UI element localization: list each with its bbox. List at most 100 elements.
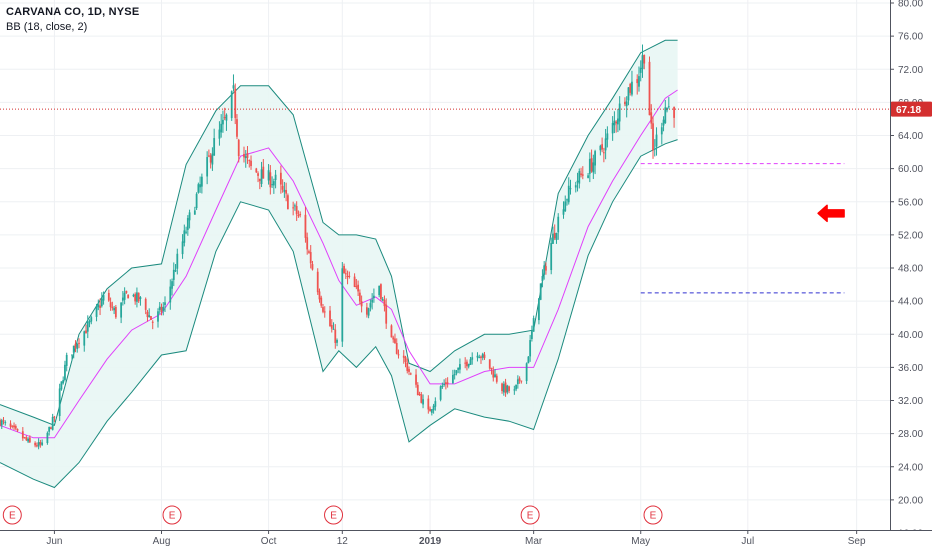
candle[interactable] xyxy=(604,128,607,160)
candle[interactable] xyxy=(272,178,275,194)
candle[interactable] xyxy=(207,149,210,158)
candle[interactable] xyxy=(83,330,86,352)
candle[interactable] xyxy=(262,159,265,179)
candle[interactable] xyxy=(427,395,430,414)
candle[interactable] xyxy=(220,114,223,138)
candle[interactable] xyxy=(532,315,535,332)
candle[interactable] xyxy=(624,97,626,107)
candle[interactable] xyxy=(408,366,410,376)
candle[interactable] xyxy=(495,373,498,384)
candle[interactable] xyxy=(566,198,568,206)
candle[interactable] xyxy=(243,146,245,163)
candle[interactable] xyxy=(50,426,52,430)
candle[interactable] xyxy=(51,413,54,431)
candle[interactable] xyxy=(151,320,154,330)
candle[interactable] xyxy=(169,279,172,310)
candle[interactable] xyxy=(617,109,619,133)
candle[interactable] xyxy=(316,268,319,295)
candle[interactable] xyxy=(539,283,542,301)
candle[interactable] xyxy=(132,293,135,298)
candle[interactable] xyxy=(357,280,360,296)
candle[interactable] xyxy=(383,295,386,312)
candle[interactable] xyxy=(185,226,187,235)
candle[interactable] xyxy=(648,56,651,116)
candle[interactable] xyxy=(627,87,630,106)
candle[interactable] xyxy=(86,315,89,339)
candle[interactable] xyxy=(443,379,446,387)
candle[interactable] xyxy=(385,298,388,329)
candle[interactable] xyxy=(422,394,424,409)
candle[interactable] xyxy=(444,378,447,390)
candle[interactable] xyxy=(369,299,372,312)
candle[interactable] xyxy=(309,245,312,269)
candle[interactable] xyxy=(27,437,29,444)
candle[interactable] xyxy=(490,367,493,375)
candle[interactable] xyxy=(581,166,584,180)
candle[interactable] xyxy=(197,182,200,194)
candle[interactable] xyxy=(222,110,224,133)
candle[interactable] xyxy=(171,278,173,296)
candle[interactable] xyxy=(587,173,589,179)
candle[interactable] xyxy=(85,324,87,334)
candle[interactable] xyxy=(373,288,375,303)
candle[interactable] xyxy=(150,316,152,320)
candle[interactable] xyxy=(415,369,417,388)
candle[interactable] xyxy=(420,392,423,404)
candle[interactable] xyxy=(136,287,138,308)
candle[interactable] xyxy=(158,301,161,314)
candle[interactable] xyxy=(114,304,117,319)
candle[interactable] xyxy=(529,334,532,362)
candle[interactable] xyxy=(432,403,435,414)
candle[interactable] xyxy=(541,269,544,288)
candle[interactable] xyxy=(71,354,73,361)
candle[interactable] xyxy=(409,372,412,376)
candle[interactable] xyxy=(144,297,147,315)
candle[interactable] xyxy=(588,152,591,183)
candle[interactable] xyxy=(641,44,644,78)
candle[interactable] xyxy=(416,382,419,396)
candle[interactable] xyxy=(9,420,12,429)
candle[interactable] xyxy=(195,192,198,210)
candle[interactable] xyxy=(107,289,110,302)
candle[interactable] xyxy=(286,193,289,210)
candle[interactable] xyxy=(186,215,189,236)
candle[interactable] xyxy=(466,359,468,371)
candle[interactable] xyxy=(552,226,554,244)
candle[interactable] xyxy=(279,165,282,194)
candle[interactable] xyxy=(439,385,442,402)
candle[interactable] xyxy=(211,147,214,171)
candle[interactable] xyxy=(188,209,191,229)
candle[interactable] xyxy=(471,352,474,365)
candle[interactable] xyxy=(267,164,270,185)
candle[interactable] xyxy=(367,307,370,319)
candle[interactable] xyxy=(0,418,1,427)
candle[interactable] xyxy=(76,342,79,353)
candle[interactable] xyxy=(111,301,114,311)
candle[interactable] xyxy=(516,375,519,389)
candle[interactable] xyxy=(100,292,103,308)
candle[interactable] xyxy=(418,391,421,396)
candle[interactable] xyxy=(97,299,100,311)
candle[interactable] xyxy=(53,415,56,422)
candle[interactable] xyxy=(618,96,621,131)
candle[interactable] xyxy=(613,111,616,134)
candle[interactable] xyxy=(381,297,384,302)
candle[interactable] xyxy=(90,315,93,325)
candle[interactable] xyxy=(492,366,495,382)
candle[interactable] xyxy=(237,138,240,163)
candle[interactable] xyxy=(594,149,596,175)
candle[interactable] xyxy=(294,203,296,211)
candle[interactable] xyxy=(46,431,49,445)
left-arrow-icon[interactable] xyxy=(817,204,845,223)
candle[interactable] xyxy=(320,295,323,308)
candle[interactable] xyxy=(392,335,395,343)
candle[interactable] xyxy=(4,420,7,426)
candle[interactable] xyxy=(567,177,570,205)
candle[interactable] xyxy=(464,357,467,369)
candle[interactable] xyxy=(297,210,300,218)
candle[interactable] xyxy=(213,128,216,156)
candle[interactable] xyxy=(78,338,80,349)
candle[interactable] xyxy=(148,308,151,318)
earnings-e-icon[interactable]: E xyxy=(162,505,182,525)
candle[interactable] xyxy=(127,294,130,299)
